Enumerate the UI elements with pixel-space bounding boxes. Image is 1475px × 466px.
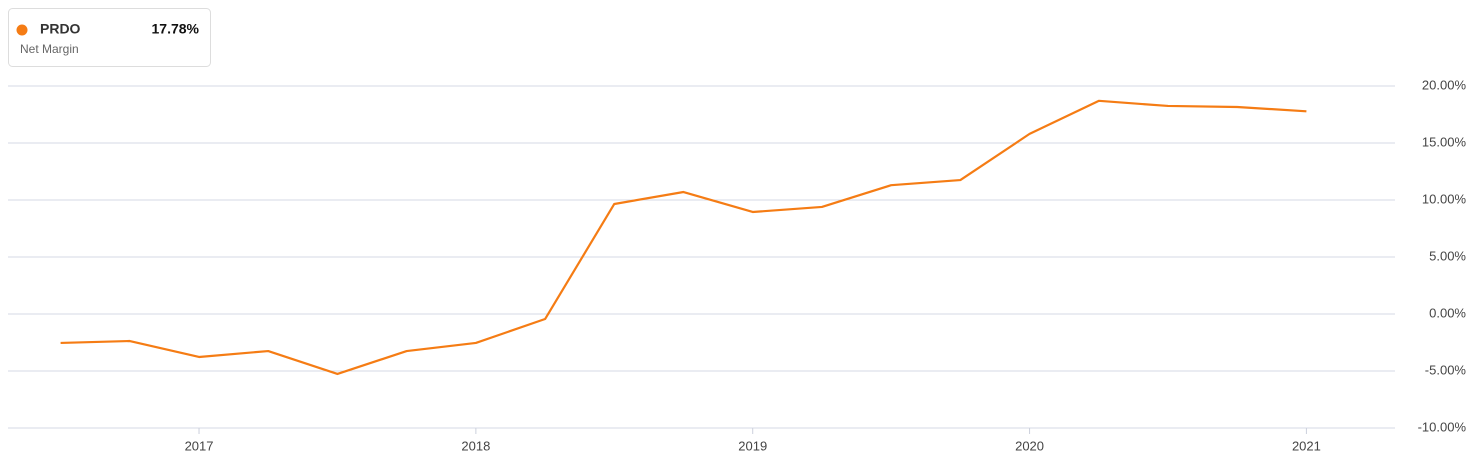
y-tick-label: 5.00% — [1429, 248, 1466, 263]
x-tick-label: 2018 — [461, 438, 490, 453]
legend-marker — [16, 24, 28, 36]
y-tick-label: 15.00% — [1422, 134, 1467, 149]
legend-box — [8, 8, 211, 67]
x-tick-label: 2019 — [738, 438, 767, 453]
y-tick-label: 10.00% — [1422, 191, 1467, 206]
x-tick-label: 2017 — [185, 438, 214, 453]
y-tick-label: 0.00% — [1429, 305, 1466, 320]
x-tick-label: 2020 — [1015, 438, 1044, 453]
x-tick-label: 2021 — [1292, 438, 1321, 453]
y-tick-label: -10.00% — [1418, 419, 1467, 434]
legend-name: PRDO — [40, 21, 81, 37]
y-tick-label: -5.00% — [1425, 362, 1467, 377]
legend-metric: Net Margin — [20, 42, 79, 56]
line — [60, 99, 1307, 376]
legend-value: 17.78% — [152, 21, 200, 37]
y-tick-label: 20.00% — [1422, 77, 1467, 92]
